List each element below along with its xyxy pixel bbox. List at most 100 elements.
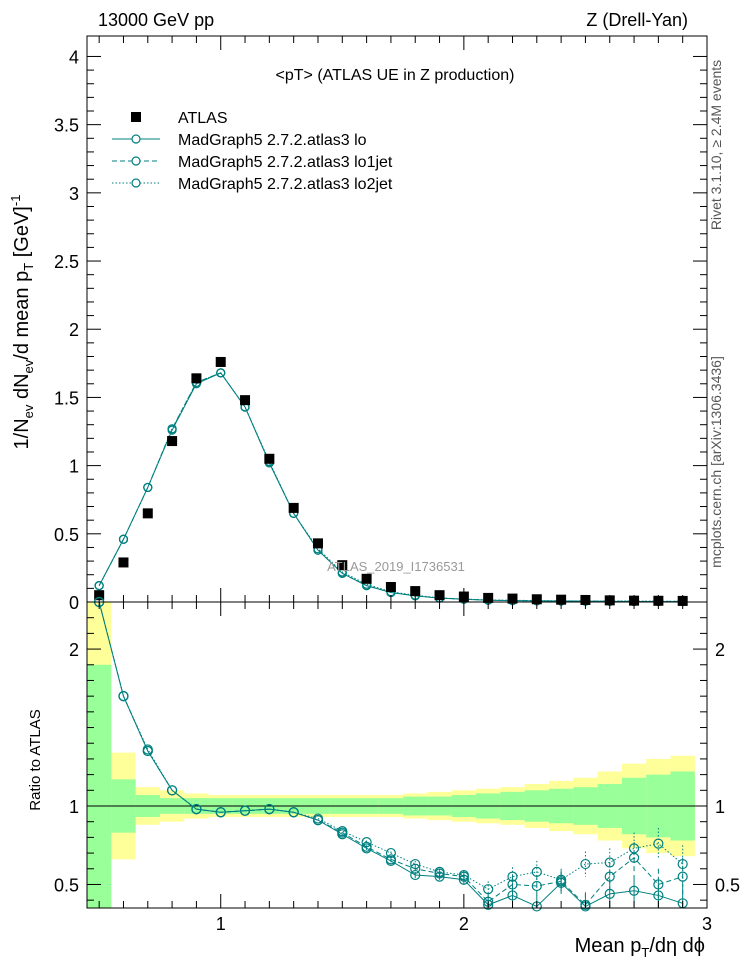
- ratio-point: [604, 888, 615, 899]
- ratio-point: [507, 879, 518, 890]
- series-point: [167, 424, 177, 434]
- header-right: Z (Drell-Yan): [586, 10, 688, 30]
- data-point: [264, 453, 275, 464]
- data-point: [385, 581, 396, 592]
- data-point: [410, 586, 421, 597]
- ratio-point: [191, 804, 202, 815]
- ratio-panel: 0.5 0.5 1 1 2 2 1 2 3 Ratio to ATLAS Mean pT/dη…: [27, 596, 740, 960]
- series-point: [118, 534, 129, 544]
- main-panel: 0 0.5 1 1.5 2 2.5 3 3.5 4 <pT> (ATLAS UE in Z pr…: [8, 35, 708, 613]
- data-point: [167, 436, 178, 447]
- legend-label: MadGraph5 2.7.2.atlas3 lo: [178, 132, 367, 149]
- watermark: ATLAS_2019_I1736531: [327, 559, 465, 574]
- y-tick-label: 2: [69, 320, 79, 340]
- y-tick-label: 3: [69, 184, 79, 204]
- ratio-point: [312, 813, 324, 824]
- ratio-point: [410, 863, 421, 874]
- ratio-point: [239, 805, 251, 816]
- series-point: [94, 581, 104, 591]
- ratio-point: [604, 871, 615, 882]
- main-y-axis-label: 1/Nev dNev/d mean pT [GeV]-1: [8, 195, 36, 450]
- ratio-point: [434, 866, 445, 878]
- ratio-point: [166, 785, 178, 796]
- x-tick-label: 3: [702, 914, 712, 934]
- ratio-point: [507, 871, 518, 882]
- ratio-point: [361, 841, 372, 852]
- ratio-point: [385, 847, 397, 859]
- ratio-point: [653, 890, 664, 901]
- ratio-y-axis-label: Ratio to ATLAS: [27, 709, 44, 810]
- ratio-point: [677, 858, 688, 870]
- uncertainty-band-green: [87, 664, 112, 908]
- data-point: [312, 538, 323, 549]
- ratio-point: [531, 880, 542, 892]
- data-point: [288, 502, 299, 513]
- ratio-point: [410, 858, 421, 870]
- main-title: <pT> (ATLAS UE in Z production): [276, 67, 515, 84]
- ratio-series-line: [98, 601, 684, 890]
- data-point: [142, 508, 153, 519]
- ratio-point: [580, 899, 591, 910]
- ratio-point: [507, 890, 518, 901]
- ratio-point: [288, 807, 299, 818]
- data-point: [118, 557, 129, 568]
- legend-label: ATLAS: [178, 110, 228, 127]
- ratio-point: [264, 804, 275, 815]
- y-tick-label: 0: [69, 593, 79, 613]
- mcplots-label: mcplots.cern.ch [arXiv:1306.3436]: [708, 356, 724, 568]
- data-point: [337, 560, 348, 571]
- header-left: 13000 GeV pp: [98, 10, 214, 30]
- ratio-point: [653, 879, 664, 890]
- rivet-label: Rivet 3.1.10, ≥ 2.4M events: [708, 60, 724, 230]
- series-point: [216, 368, 226, 378]
- legend-marker: [131, 134, 141, 144]
- x-tick-label: 1: [216, 914, 226, 934]
- ratio-point: [628, 843, 640, 854]
- legend-label: MadGraph5 2.7.2.atlas3 lo1jet: [178, 154, 393, 171]
- x-tick-label: 2: [459, 914, 469, 934]
- ratio-point: [458, 874, 469, 885]
- y-tick-label: 2.5: [54, 252, 79, 272]
- legend-label: MadGraph5 2.7.2.atlas3 lo2jet: [178, 176, 393, 193]
- data-point: [215, 356, 226, 367]
- y-tick-label: 1.5: [54, 388, 79, 408]
- ratio-point: [677, 871, 688, 882]
- ratio-point: [580, 858, 591, 870]
- ratio-y-tick-label: 2: [69, 640, 79, 660]
- ratio-point: [215, 807, 226, 818]
- y-tick-label: 3.5: [54, 116, 79, 136]
- x-axis-label: Mean pT/dη dϕ: [575, 935, 705, 960]
- legend-marker-data: [131, 112, 141, 122]
- series-point: [143, 482, 153, 493]
- ratio-point: [142, 744, 153, 755]
- legend-marker: [131, 156, 141, 166]
- ratio-y-tick-label: 1: [69, 797, 79, 817]
- ratio-point: [361, 836, 372, 848]
- legend-marker: [131, 178, 141, 188]
- ratio-point: [483, 899, 494, 910]
- ratio-point: [458, 869, 469, 881]
- ratio-point: [483, 884, 494, 895]
- ratio-point: [337, 826, 348, 837]
- ratio-panel-frame: [86, 601, 708, 909]
- y-tick-label: 0.5: [54, 525, 79, 545]
- y-tick-label: 4: [69, 47, 79, 67]
- ratio-point: [434, 871, 445, 882]
- data-point: [240, 395, 251, 406]
- ratio-point: [118, 691, 129, 702]
- ratio-point: [604, 857, 615, 868]
- ratio-y-tick-label: 0.5: [54, 875, 79, 895]
- legend: ATLAS MadGraph5 2.7.2.atlas3 lo MadGraph5 …: [112, 110, 393, 193]
- ratio-point: [628, 885, 640, 896]
- ratio-point: [556, 874, 567, 885]
- ratio-point: [653, 838, 664, 849]
- ratio-point: [385, 854, 397, 865]
- y-tick-label: 1: [69, 457, 79, 477]
- ratio-point: [531, 866, 542, 878]
- ratio-y-tick-label-right: 2: [715, 640, 725, 660]
- ratio-y-tick-label-right: 1: [715, 797, 725, 817]
- ratio-point: [410, 869, 421, 881]
- ratio-y-tick-label-right: 0.5: [715, 875, 740, 895]
- data-point: [191, 373, 202, 384]
